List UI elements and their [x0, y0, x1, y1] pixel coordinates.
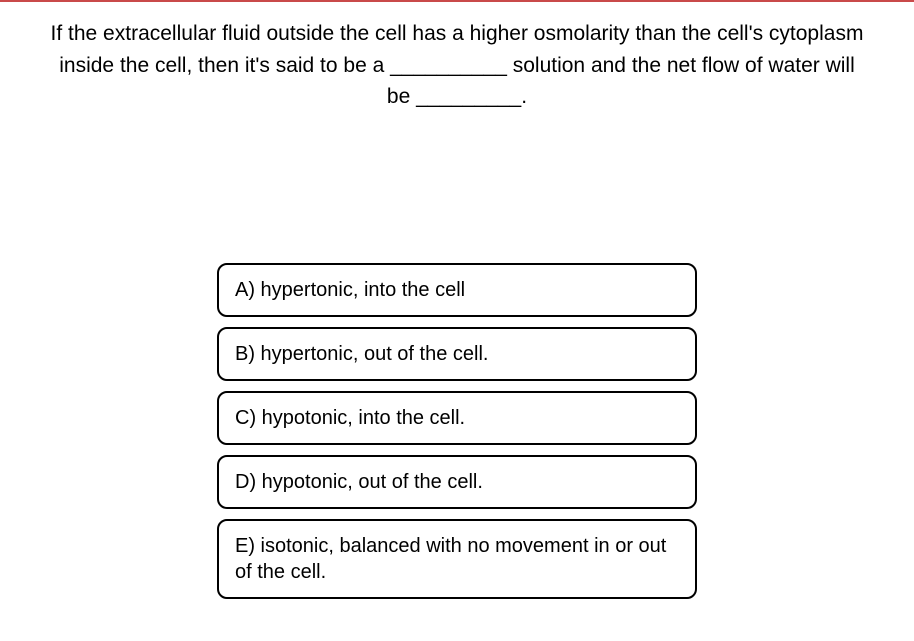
option-label: B) hypertonic, out of the cell. — [235, 343, 488, 365]
option-label: C) hypotonic, into the cell. — [235, 407, 465, 429]
option-c[interactable]: C) hypotonic, into the cell. — [217, 391, 697, 445]
question-text: If the extracellular fluid outside the c… — [50, 18, 864, 113]
option-d[interactable]: D) hypotonic, out of the cell. — [217, 455, 697, 509]
option-e[interactable]: E) isotonic, balanced with no movement i… — [217, 519, 697, 599]
question-area: If the extracellular fluid outside the c… — [0, 0, 914, 113]
top-border-accent — [0, 0, 914, 2]
options-container: A) hypertonic, into the cell B) hyperton… — [0, 263, 914, 599]
option-label: D) hypotonic, out of the cell. — [235, 471, 483, 493]
option-b[interactable]: B) hypertonic, out of the cell. — [217, 327, 697, 381]
option-label: A) hypertonic, into the cell — [235, 279, 465, 301]
option-a[interactable]: A) hypertonic, into the cell — [217, 263, 697, 317]
option-label: E) isotonic, balanced with no movement i… — [235, 535, 666, 583]
